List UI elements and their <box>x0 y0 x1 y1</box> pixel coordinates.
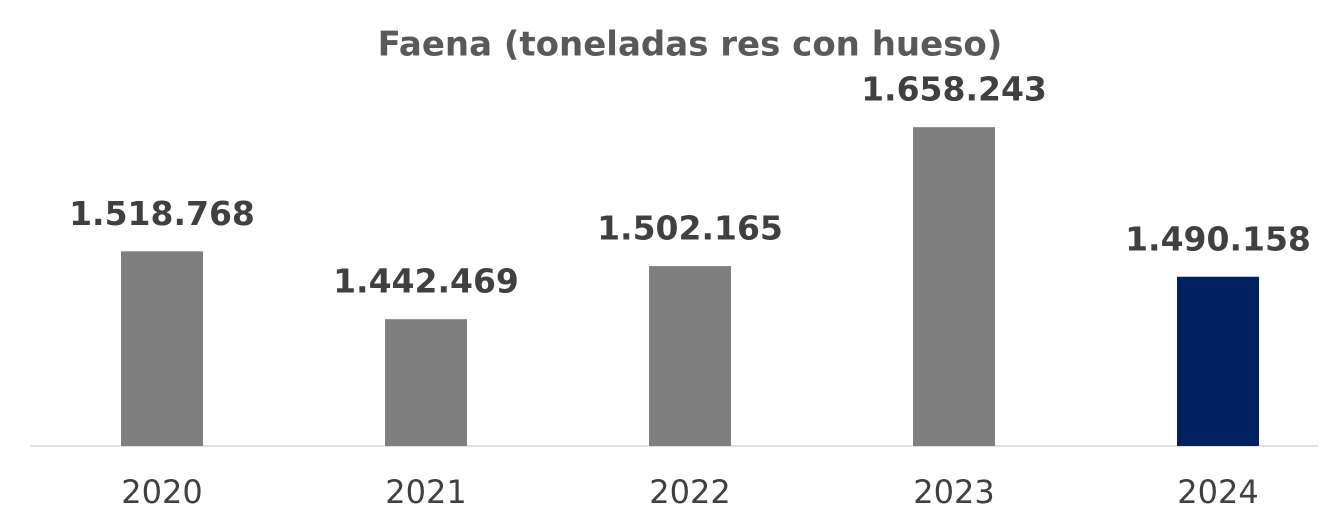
chart-title: Faena (toneladas res con hueso) <box>378 25 1003 65</box>
bar <box>649 266 731 446</box>
value-label: 1.502.165 <box>597 209 783 248</box>
x-tick-label: 2021 <box>385 473 466 511</box>
bar <box>385 319 467 446</box>
x-tick-label: 2023 <box>913 473 994 511</box>
value-label: 1.518.768 <box>69 194 255 233</box>
x-tick-label: 2020 <box>121 473 202 511</box>
value-label: 1.490.158 <box>1125 219 1311 258</box>
value-label: 1.442.469 <box>333 262 519 301</box>
bar <box>121 251 203 446</box>
bar <box>1177 276 1259 446</box>
x-tick-label: 2024 <box>1177 473 1258 511</box>
bar <box>913 127 995 446</box>
value-label: 1.658.243 <box>861 70 1047 109</box>
x-tick-label: 2022 <box>649 473 730 511</box>
